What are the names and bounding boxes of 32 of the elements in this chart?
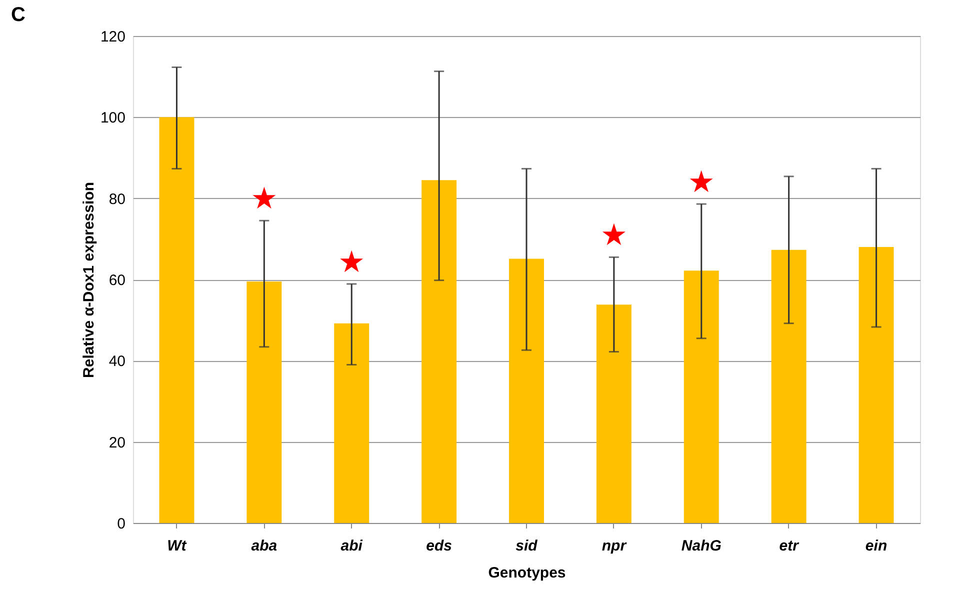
bar xyxy=(596,304,632,523)
bar xyxy=(246,282,282,523)
annotation: ★ xyxy=(688,165,715,200)
bar xyxy=(334,323,370,523)
x-tick-label: abi xyxy=(340,538,364,554)
x-tick-label: eds xyxy=(426,538,452,554)
bar xyxy=(422,180,457,523)
bar xyxy=(858,247,894,523)
y-tick-label: 80 xyxy=(108,190,126,208)
annotation: ★ xyxy=(338,244,366,280)
y-axis-title: Relative α-Dox1 expression xyxy=(80,182,98,378)
y-tick-label: 100 xyxy=(100,110,126,127)
y-tick-label: 40 xyxy=(108,353,126,370)
x-tick-label: aba xyxy=(251,538,278,554)
y-tick-label: 20 xyxy=(108,434,126,452)
x-tick-label: etr xyxy=(779,538,800,554)
bar xyxy=(771,250,806,523)
x-tick-label: ein xyxy=(865,538,888,554)
chart-title: C xyxy=(10,4,26,26)
x-tick-label: NahG xyxy=(681,538,722,554)
y-tick-label: 120 xyxy=(100,28,126,46)
y-tick-label: 0 xyxy=(117,516,126,532)
y-tick-label: 60 xyxy=(108,272,126,289)
bar xyxy=(509,258,544,523)
annotation: ★ xyxy=(250,182,278,217)
x-tick-label: sid xyxy=(516,538,538,554)
annotation: ★ xyxy=(600,218,628,254)
bar xyxy=(684,270,719,523)
x-tick-label: Wt xyxy=(167,538,188,554)
bar xyxy=(159,117,194,523)
x-axis-title: Genotypes xyxy=(488,564,566,582)
x-tick-label: npr xyxy=(602,538,628,554)
